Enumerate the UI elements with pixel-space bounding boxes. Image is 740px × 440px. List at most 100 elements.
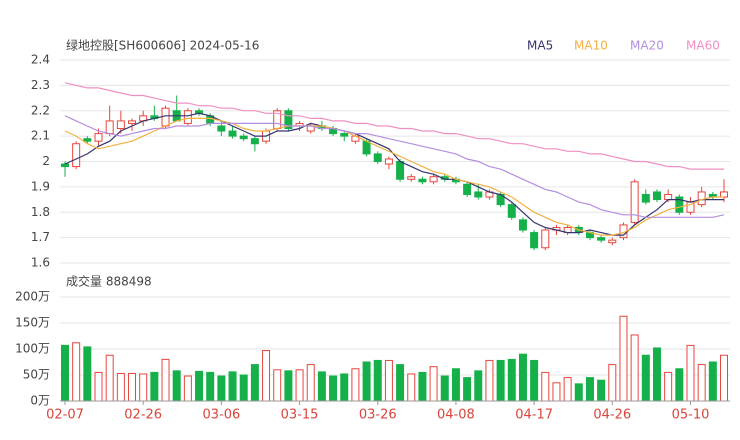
y-tick-label: 50万	[23, 368, 50, 382]
volume-bar	[317, 371, 326, 402]
candle-body	[541, 229, 550, 249]
chart-title: 绿地控股[SH600606] 2024-05-16	[66, 38, 259, 53]
volume-bar	[161, 358, 170, 402]
x-tick-label: 04-17	[515, 408, 553, 423]
y-tick-label: 1.9	[31, 179, 50, 193]
volume-bar	[608, 364, 617, 402]
volume-bar	[61, 344, 69, 402]
x-tick-label: 03-06	[202, 408, 240, 423]
candle-body	[105, 120, 114, 135]
volume-bar	[518, 353, 527, 402]
y-tick-label: 1.7	[31, 230, 50, 244]
volume-bar	[418, 371, 427, 402]
volume-bar	[507, 358, 516, 402]
x-tick-label: 02-07	[46, 408, 84, 423]
volume-bar	[295, 369, 304, 402]
volume-bar	[675, 368, 684, 402]
volume-bar	[217, 375, 226, 402]
x-tick-label: 03-15	[281, 408, 319, 423]
volume-bar	[597, 379, 606, 402]
x-tick-label: 05-10	[672, 408, 710, 423]
volume-bar	[474, 370, 483, 402]
volume-bar	[552, 382, 561, 402]
volume-bar	[451, 368, 460, 402]
candle-body	[161, 107, 170, 127]
candle-body	[384, 158, 393, 165]
volume-bar	[720, 354, 728, 402]
volume-bar	[329, 375, 338, 402]
volume-bar	[284, 370, 293, 402]
volume-bar	[530, 359, 539, 402]
candle-body	[116, 120, 125, 130]
volume-bar	[574, 383, 583, 402]
ma-line	[64, 117, 724, 236]
volume-bar	[206, 371, 215, 402]
volume-bar	[463, 377, 472, 402]
volume-title: 成交量 888498	[66, 274, 152, 289]
volume-bar	[183, 375, 192, 402]
volume-bar	[340, 373, 349, 402]
volume-bar	[396, 364, 405, 402]
volume-bar	[94, 371, 103, 402]
candle-body	[597, 237, 606, 241]
x-tick-label: 04-26	[593, 408, 631, 423]
volume-bar	[128, 372, 137, 402]
x-tick-label: 03-26	[359, 408, 397, 423]
candle-body	[362, 140, 371, 155]
candle-body	[284, 110, 293, 130]
candle-body	[239, 135, 248, 140]
volume-bar	[195, 370, 204, 402]
volume-bar	[262, 350, 271, 402]
volume-bar	[485, 359, 494, 402]
candle-body	[675, 196, 684, 213]
candle-body	[373, 153, 382, 162]
volume-bar	[630, 334, 639, 402]
candle-body	[608, 239, 617, 244]
y-tick-label: 2.1	[31, 129, 50, 143]
volume-bar	[384, 359, 393, 402]
y-tick-label: 2.4	[31, 53, 50, 67]
volume-bar	[496, 359, 505, 402]
candle-body	[507, 204, 516, 218]
y-tick-label: 200万	[15, 290, 50, 304]
volume-bar	[619, 315, 628, 402]
volume-bar	[664, 371, 673, 402]
candle-body	[418, 178, 427, 183]
volume-bar	[250, 364, 259, 402]
legend-item: MA10	[574, 39, 608, 53]
candle-body	[429, 176, 438, 183]
ma-line	[64, 115, 725, 218]
y-tick-label: 2.3	[31, 78, 50, 92]
volume-bar	[686, 344, 695, 402]
candle-body	[183, 110, 192, 124]
ma-line	[64, 112, 724, 236]
volume-bar	[429, 366, 438, 402]
volume-bar	[563, 377, 572, 402]
candle-body	[474, 191, 483, 198]
volume-bar	[239, 374, 248, 402]
x-tick-label: 04-08	[437, 408, 475, 423]
legend-item: MA20	[630, 39, 664, 53]
candle-body	[463, 183, 472, 195]
candle-body	[641, 193, 650, 203]
volume-bar	[373, 359, 382, 402]
y-tick-label: 0万	[30, 394, 50, 408]
candle-body	[720, 191, 728, 198]
volume-bar	[708, 361, 717, 402]
volume-bar	[652, 347, 661, 402]
y-tick-label: 1.6	[31, 256, 50, 270]
candle-body	[83, 138, 92, 142]
y-tick-label: 2	[42, 154, 50, 168]
volume-bar	[351, 368, 360, 402]
candle-body	[664, 193, 673, 201]
candle-body	[340, 133, 349, 137]
candle-body	[530, 232, 539, 249]
y-tick-label: 100万	[15, 342, 50, 356]
candle-body	[61, 163, 69, 168]
candle-body	[652, 191, 661, 201]
candle-body	[250, 138, 259, 145]
candle-body	[630, 181, 639, 223]
volume-bar	[407, 373, 416, 402]
ma-line	[64, 82, 724, 170]
